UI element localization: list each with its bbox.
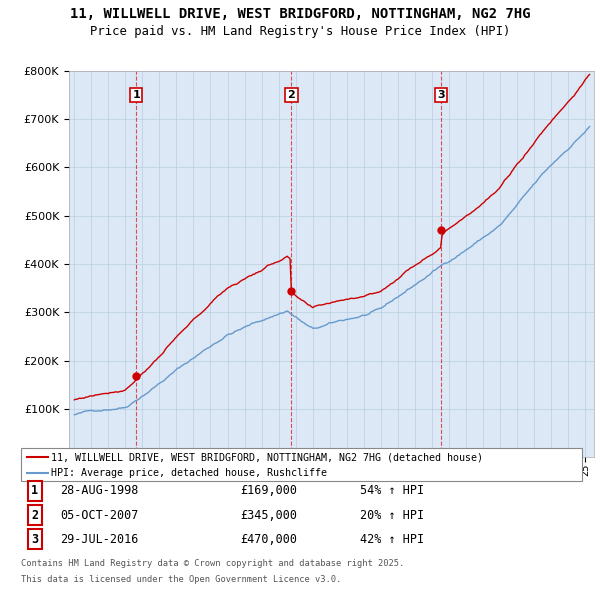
Text: £169,000: £169,000 bbox=[240, 484, 297, 497]
Text: Contains HM Land Registry data © Crown copyright and database right 2025.: Contains HM Land Registry data © Crown c… bbox=[21, 559, 404, 568]
Text: 28-AUG-1998: 28-AUG-1998 bbox=[60, 484, 139, 497]
Text: 3: 3 bbox=[437, 90, 445, 100]
Text: 05-OCT-2007: 05-OCT-2007 bbox=[60, 509, 139, 522]
Text: 11, WILLWELL DRIVE, WEST BRIDGFORD, NOTTINGHAM, NG2 7HG: 11, WILLWELL DRIVE, WEST BRIDGFORD, NOTT… bbox=[70, 7, 530, 21]
Text: Price paid vs. HM Land Registry's House Price Index (HPI): Price paid vs. HM Land Registry's House … bbox=[90, 25, 510, 38]
Text: 3: 3 bbox=[31, 533, 38, 546]
Text: 11, WILLWELL DRIVE, WEST BRIDGFORD, NOTTINGHAM, NG2 7HG (detached house): 11, WILLWELL DRIVE, WEST BRIDGFORD, NOTT… bbox=[51, 453, 483, 463]
Text: HPI: Average price, detached house, Rushcliffe: HPI: Average price, detached house, Rush… bbox=[51, 468, 327, 478]
Text: £345,000: £345,000 bbox=[240, 509, 297, 522]
Text: 2: 2 bbox=[31, 509, 38, 522]
Text: 20% ↑ HPI: 20% ↑ HPI bbox=[360, 509, 424, 522]
Text: £470,000: £470,000 bbox=[240, 533, 297, 546]
Text: 42% ↑ HPI: 42% ↑ HPI bbox=[360, 533, 424, 546]
Text: This data is licensed under the Open Government Licence v3.0.: This data is licensed under the Open Gov… bbox=[21, 575, 341, 584]
Text: 29-JUL-2016: 29-JUL-2016 bbox=[60, 533, 139, 546]
Text: 1: 1 bbox=[133, 90, 140, 100]
Text: 1: 1 bbox=[31, 484, 38, 497]
Text: 54% ↑ HPI: 54% ↑ HPI bbox=[360, 484, 424, 497]
Text: 2: 2 bbox=[287, 90, 295, 100]
